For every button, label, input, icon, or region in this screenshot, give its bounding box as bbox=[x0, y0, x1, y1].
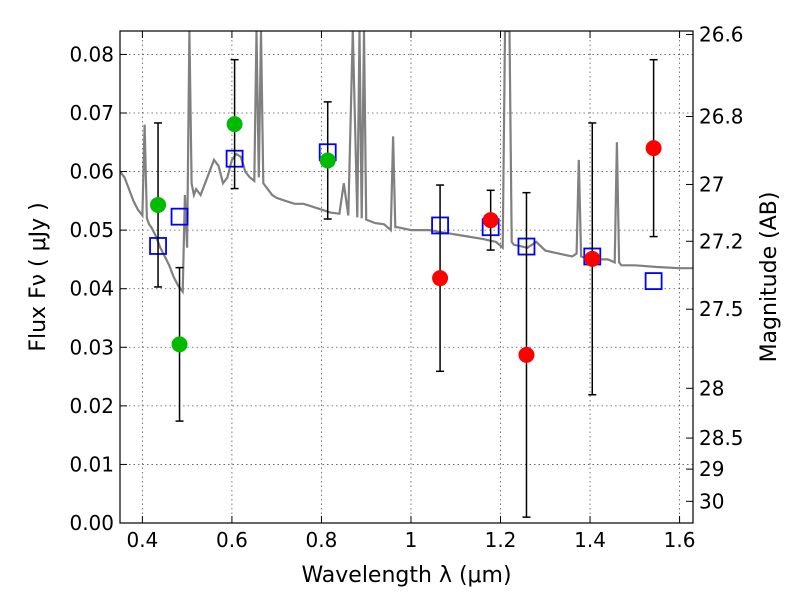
y-tick-label: 0.06 bbox=[69, 160, 114, 184]
y-tick-label: 0.04 bbox=[69, 277, 114, 301]
right-axis-label: Magnitude (AB) bbox=[757, 192, 782, 363]
observed-point bbox=[482, 212, 499, 229]
y-tick-label: 0.02 bbox=[69, 394, 114, 418]
model-sed-line bbox=[120, 31, 693, 295]
observed-point bbox=[319, 152, 336, 169]
y-tick-label: 0.05 bbox=[69, 218, 114, 242]
right-tick-label: 27.2 bbox=[699, 229, 744, 253]
ticks: 0.4 0.6 0.8 1 1.2 1.4 1.6 0.00 0.01 0.02 0.03 0.04 0… bbox=[69, 23, 743, 552]
observed-point bbox=[171, 336, 188, 353]
x-tick-label: 1.2 bbox=[485, 528, 517, 552]
right-tick-label: 28.5 bbox=[699, 426, 744, 450]
right-tick-label: 27.5 bbox=[699, 297, 744, 321]
observed-point bbox=[584, 250, 601, 267]
y-tick-label: 0.03 bbox=[69, 335, 114, 359]
y-tick-label: 0.07 bbox=[69, 101, 114, 125]
x-tick-label: 0.8 bbox=[306, 528, 338, 552]
right-tick-label: 26.8 bbox=[699, 105, 744, 129]
y-tick-label: 0.01 bbox=[69, 452, 114, 476]
x-tick-label: 0.6 bbox=[216, 528, 248, 552]
right-tick-label: 27 bbox=[699, 172, 724, 196]
x-tick-label: 1.4 bbox=[574, 528, 606, 552]
right-tick-label: 30 bbox=[699, 489, 724, 513]
right-tick-label: 29 bbox=[699, 457, 724, 481]
observed-point bbox=[432, 270, 449, 287]
grid bbox=[120, 31, 693, 524]
observed-point bbox=[518, 346, 535, 363]
y-tick-label: 0.08 bbox=[69, 42, 114, 66]
observed-point bbox=[150, 196, 167, 213]
plot-frame bbox=[119, 30, 694, 524]
x-tick-label: 0.4 bbox=[126, 528, 158, 552]
model-photometry-square bbox=[170, 207, 189, 226]
right-tick-label: 26.6 bbox=[699, 23, 744, 47]
right-tick-label: 28 bbox=[699, 376, 724, 400]
x-tick-label: 1 bbox=[405, 528, 418, 552]
y-tick-label: 0.00 bbox=[69, 511, 114, 535]
x-axis-label: Wavelength λ (μm) bbox=[301, 563, 511, 588]
observed-point bbox=[645, 140, 662, 157]
x-tick-label: 1.6 bbox=[664, 528, 696, 552]
model-photometry-square bbox=[644, 272, 663, 291]
observed-point bbox=[226, 116, 243, 133]
series-layer bbox=[120, 31, 693, 518]
y-axis-label: Flux Fν ( μJy ) bbox=[26, 202, 51, 351]
